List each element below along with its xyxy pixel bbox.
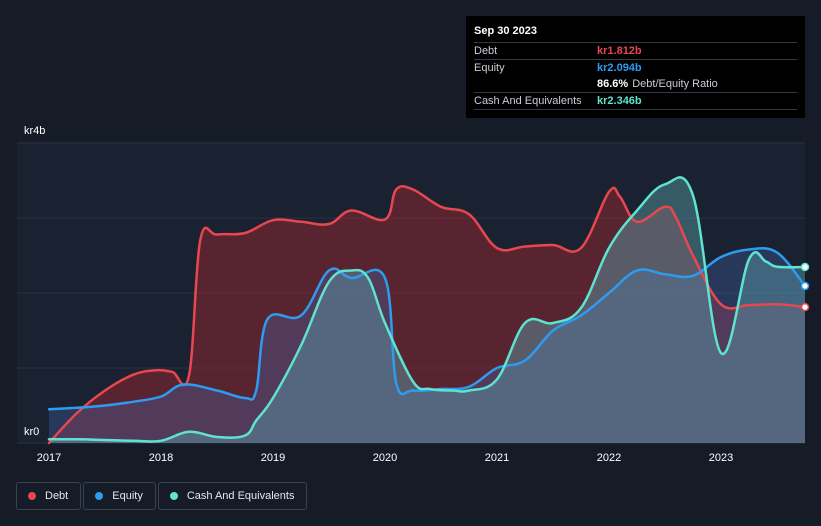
x-tick-label: 2022 (597, 452, 621, 464)
debt-line[interactable] (47, 185, 807, 445)
tooltip-row-debt: Debt kr1.812b (474, 43, 797, 60)
x-tick-label: 2020 (373, 452, 397, 464)
tooltip-debt-value: kr1.812b (597, 45, 642, 57)
tooltip-row-cash: Cash And Equivalents kr2.346b (474, 93, 797, 110)
tooltip-row-ratio: 86.6% Debt/Equity Ratio (474, 76, 797, 93)
x-tick-label: 2017 (37, 452, 61, 464)
tooltip-ratio-label (474, 76, 597, 92)
tooltip-cash-value: kr2.346b (597, 95, 642, 107)
debt-dot-icon (28, 492, 36, 500)
equity-dot-icon (95, 492, 104, 500)
legend-item-equity[interactable]: Equity (83, 482, 156, 510)
tooltip-row-equity: Equity kr2.094b (474, 60, 797, 76)
equity-end-marker (800, 281, 810, 291)
tooltip-equity-value: kr2.094b (597, 62, 642, 74)
series-end-markers (800, 262, 810, 312)
tooltip-panel: Sep 30 2023 Debt kr1.812b Equity kr2.094… (466, 16, 805, 118)
y-tick-label-bottom: kr0 (24, 426, 39, 438)
y-tick-label-top: kr4b (24, 125, 45, 137)
debt-end-marker (800, 302, 810, 312)
x-tick-label: 2021 (485, 452, 509, 464)
x-tick-label: 2023 (709, 452, 733, 464)
tooltip-ratio-value: 86.6% (597, 78, 629, 90)
legend: Debt Equity Cash And Equivalents (16, 482, 308, 510)
x-tick-label: 2019 (261, 452, 285, 464)
x-tick-label: 2018 (149, 452, 173, 464)
legend-item-debt[interactable]: Debt (16, 482, 82, 510)
equity-area (49, 248, 805, 443)
tooltip-cash-label: Cash And Equivalents (474, 95, 582, 107)
debt-area (49, 186, 805, 443)
cash-and-equivalents-area (49, 177, 805, 443)
legend-item-cash[interactable]: Cash And Equivalents (157, 482, 308, 510)
tooltip-equity-label: Equity (474, 62, 505, 74)
tooltip-ratio-caption: Debt/Equity Ratio (632, 78, 718, 90)
cash-and-equivalents-end-marker (800, 262, 810, 272)
cash-and-equivalents-line[interactable] (47, 176, 807, 443)
tooltip-date: Sep 30 2023 (474, 23, 797, 43)
legend-debt-label: Debt (45, 490, 69, 502)
legend-cash-label: Cash And Equivalents (186, 490, 295, 502)
tooltip-debt-label: Debt (474, 45, 498, 57)
equity-line[interactable] (47, 246, 807, 411)
axis-labels: kr4b kr0 2017 2018 2019 2020 2021 2022 2023 (24, 125, 733, 464)
series-areas (49, 177, 805, 443)
series-lines (47, 176, 807, 445)
cash-dot-icon (169, 492, 178, 500)
legend-equity-label: Equity (112, 490, 143, 502)
